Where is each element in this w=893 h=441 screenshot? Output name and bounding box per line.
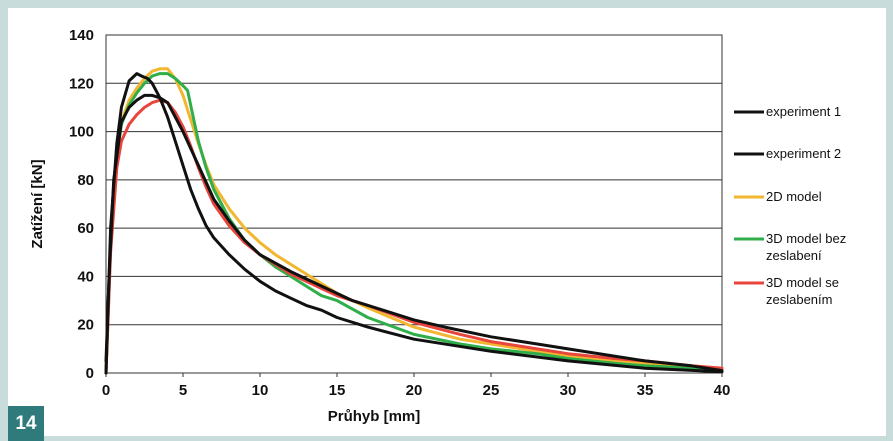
x-tick-label: 5 [179, 382, 187, 399]
plot-area [106, 35, 722, 373]
y-tick-label: 140 [69, 27, 94, 44]
y-axis-title: Zatížení [kN] [29, 159, 46, 248]
y-tick-label: 100 [69, 124, 94, 141]
y-tick-label: 60 [77, 220, 94, 237]
x-tick-label: 25 [483, 382, 500, 399]
legend-label: 2D model [766, 189, 822, 204]
y-tick-label: 40 [77, 268, 94, 285]
y-tick-label: 120 [69, 75, 94, 92]
x-tick-label: 20 [406, 382, 423, 399]
y-tick-label: 80 [77, 172, 94, 189]
legend-label: zeslabení [766, 248, 822, 263]
x-tick-label: 40 [714, 382, 731, 399]
series-line-3d-model-se-zeslaben-m [104, 98, 724, 375]
y-tick-label: 20 [77, 317, 94, 334]
series-line-experiment-1 [104, 72, 724, 375]
y-tick-label: 0 [86, 365, 94, 382]
x-tick-label: 0 [102, 382, 110, 399]
x-tick-label: 10 [252, 382, 269, 399]
x-axis-title: Průhyb [mm] [328, 408, 421, 425]
legend-label: experiment 2 [766, 146, 841, 161]
legend-label: zeslabením [766, 292, 832, 307]
legend-label: 3D model bez [766, 231, 846, 246]
x-tick-label: 15 [329, 382, 346, 399]
x-tick-label: 35 [637, 382, 654, 399]
series-line-experiment-2 [104, 93, 724, 373]
legend-label: experiment 1 [766, 104, 841, 119]
x-tick-label: 30 [560, 382, 577, 399]
figure-number-badge: 14 [8, 406, 44, 441]
legend-label: 3D model se [766, 275, 839, 290]
series-line-2d-model [104, 67, 724, 375]
